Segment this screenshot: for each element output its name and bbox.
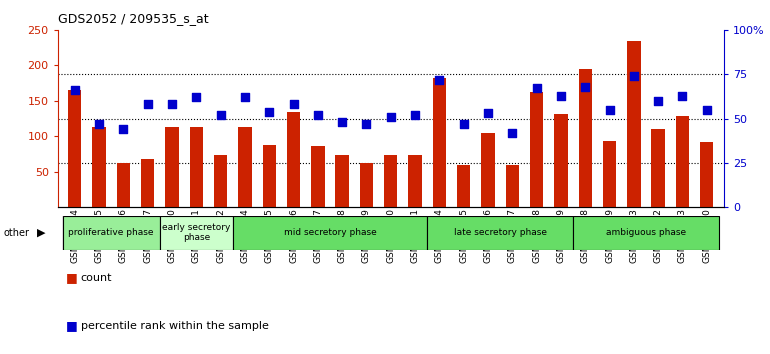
Point (482, 110, 494, 116)
Point (385, 114, 397, 120)
Bar (506, 165, 519, 207)
Bar (578, 69, 592, 207)
Bar (189, 127, 203, 207)
Point (93, 121, 105, 127)
Bar (408, 155, 422, 207)
Text: mid secretory phase: mid secretory phase (283, 228, 377, 237)
Point (336, 119, 348, 125)
Text: ▶: ▶ (37, 228, 45, 238)
Bar (68, 90, 82, 207)
Bar (233, 216, 427, 250)
Point (166, 102, 178, 107)
Point (263, 109, 276, 114)
Point (554, 93, 567, 98)
Bar (573, 216, 719, 250)
Point (69, 87, 81, 93)
Text: ■: ■ (65, 319, 77, 332)
Bar (184, 216, 209, 250)
Bar (676, 116, 689, 207)
Point (628, 73, 640, 79)
Bar (281, 216, 306, 250)
Bar (403, 216, 427, 250)
Point (117, 126, 129, 132)
Bar (603, 141, 616, 207)
Bar (433, 78, 446, 207)
Point (190, 95, 203, 100)
Text: early secretory
phase: early secretory phase (162, 223, 230, 242)
Bar (427, 216, 573, 250)
Bar (379, 216, 403, 250)
Bar (117, 163, 130, 207)
Point (409, 112, 421, 118)
Bar (287, 112, 300, 207)
Point (434, 77, 446, 82)
Bar (481, 133, 494, 207)
Text: ambiguous phase: ambiguous phase (606, 228, 686, 237)
Text: count: count (81, 273, 112, 283)
Bar (62, 216, 87, 250)
Bar (524, 216, 549, 250)
Bar (311, 146, 324, 207)
Point (457, 121, 470, 127)
Point (701, 107, 713, 113)
Bar (233, 216, 257, 250)
Bar (598, 216, 621, 250)
Point (360, 121, 373, 127)
Bar (306, 216, 330, 250)
Bar (573, 216, 598, 250)
Text: late secretory phase: late secretory phase (454, 228, 547, 237)
Point (142, 102, 154, 107)
Bar (166, 127, 179, 207)
Bar (257, 216, 281, 250)
Bar (92, 127, 105, 207)
Bar (111, 216, 136, 250)
Bar (476, 216, 501, 250)
Bar (530, 92, 544, 207)
Bar (360, 163, 373, 207)
Bar (554, 114, 567, 207)
Bar (427, 216, 451, 250)
Text: proliferative phase: proliferative phase (69, 228, 154, 237)
Bar (451, 216, 476, 250)
Text: other: other (4, 228, 30, 238)
Bar (160, 216, 233, 250)
Text: percentile rank within the sample: percentile rank within the sample (81, 321, 269, 331)
Bar (238, 127, 252, 207)
Bar (136, 216, 160, 250)
Bar (621, 216, 646, 250)
Bar (549, 216, 573, 250)
Point (215, 112, 227, 118)
Bar (336, 155, 349, 207)
Bar (354, 216, 379, 250)
Point (676, 93, 688, 98)
Point (652, 98, 665, 104)
Bar (141, 159, 154, 207)
Bar (87, 216, 111, 250)
Text: GDS2052 / 209535_s_at: GDS2052 / 209535_s_at (58, 12, 209, 25)
Bar (700, 142, 714, 207)
Bar (209, 216, 233, 250)
Point (531, 86, 543, 91)
Point (312, 112, 324, 118)
Text: ■: ■ (65, 272, 77, 284)
Point (239, 95, 251, 100)
Bar (695, 216, 719, 250)
Point (579, 84, 591, 90)
Bar (214, 155, 227, 207)
Bar (330, 216, 354, 250)
Bar (384, 155, 397, 207)
Bar (646, 216, 671, 250)
Point (506, 130, 518, 136)
Bar (651, 129, 665, 207)
Bar (160, 216, 184, 250)
Bar (628, 41, 641, 207)
Point (287, 102, 300, 107)
Bar (457, 165, 470, 207)
Bar (263, 145, 276, 207)
Point (604, 107, 616, 113)
Bar (62, 216, 160, 250)
Bar (671, 216, 695, 250)
Bar (500, 216, 524, 250)
